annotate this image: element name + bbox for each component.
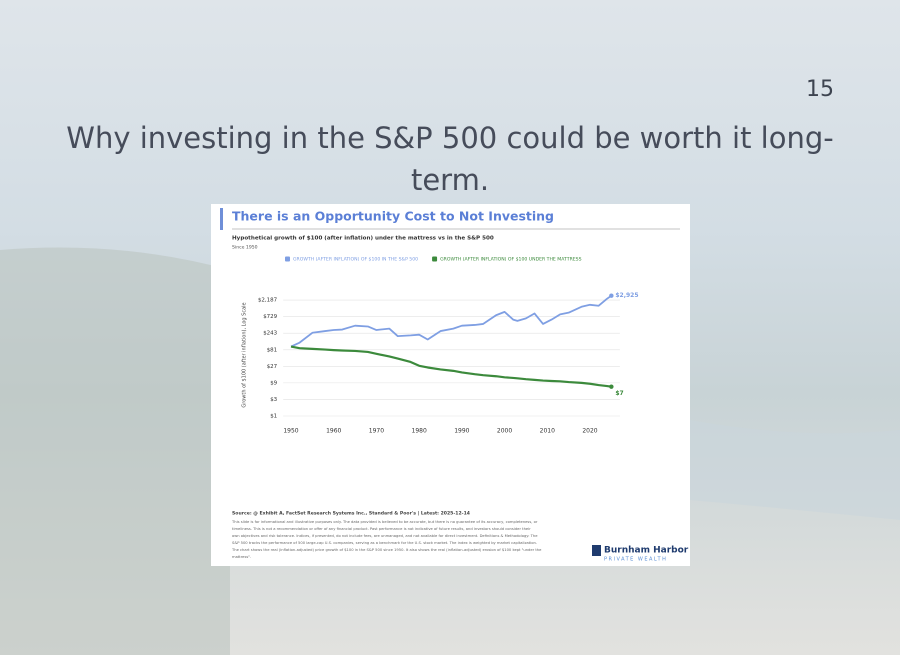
y-tick-label: $729 bbox=[263, 314, 277, 320]
end-point bbox=[609, 384, 614, 389]
slide-title: Why investing in the S&P 500 could be wo… bbox=[66, 121, 833, 155]
title-bar bbox=[220, 208, 223, 230]
value-label: $2,925 bbox=[615, 292, 638, 299]
x-tick-label: 1990 bbox=[454, 428, 469, 435]
legend-swatch bbox=[432, 256, 438, 262]
disclaimer-line: mattress". bbox=[232, 555, 251, 559]
disclaimer-line: own objectives and risk tolerance. Indic… bbox=[232, 534, 538, 538]
disclaimer-line: S&P 500 tracks the performance of 500 la… bbox=[232, 541, 537, 545]
chart-note: Since 1950 bbox=[232, 245, 258, 251]
x-tick-label: 2010 bbox=[540, 428, 555, 435]
chart-card: There is an Opportunity Cost to Not Inve… bbox=[211, 204, 690, 566]
y-axis-label: Growth of $100 (after inflation), Log Sc… bbox=[242, 302, 248, 407]
series-line bbox=[290, 294, 612, 348]
legend-swatch bbox=[285, 256, 290, 262]
x-tick-label: 2000 bbox=[497, 428, 512, 435]
page-number: 15 bbox=[806, 77, 834, 102]
wave bbox=[690, 420, 900, 520]
dune bbox=[0, 247, 230, 655]
legend-label: GROWTH (AFTER INFLATION) OF $100 UNDER T… bbox=[440, 257, 582, 263]
y-tick-label: $27 bbox=[267, 364, 278, 370]
y-tick-label: $243 bbox=[263, 331, 277, 337]
x-tick-label: 1970 bbox=[369, 428, 384, 435]
x-tick-label: 2020 bbox=[582, 428, 597, 435]
y-tick-label: $9 bbox=[270, 380, 277, 386]
end-point bbox=[609, 293, 614, 298]
logo-name: Burnham Harbor bbox=[604, 546, 689, 556]
x-tick-label: 1950 bbox=[283, 428, 298, 435]
y-tick-label: $3 bbox=[270, 397, 277, 403]
chart-title: There is an Opportunity Cost to Not Inve… bbox=[232, 209, 554, 224]
y-tick-label: $1 bbox=[270, 414, 277, 420]
disclaimer: This slide is for informational and illu… bbox=[231, 520, 542, 559]
disclaimer-line: This slide is for informational and illu… bbox=[231, 520, 538, 524]
slide-title: term. bbox=[411, 163, 489, 197]
value-label: $7 bbox=[615, 390, 623, 397]
legend-label: GROWTH (AFTER INFLATION) OF $100 IN THE … bbox=[293, 257, 418, 263]
x-tick-label: 1960 bbox=[326, 428, 341, 435]
y-tick-label: $2,187 bbox=[258, 298, 278, 304]
x-tick-label: 1980 bbox=[412, 428, 427, 435]
source: Source: @ Exhibit A, FactSet Research Sy… bbox=[232, 511, 470, 517]
series-line bbox=[290, 345, 612, 388]
logo-icon bbox=[592, 545, 601, 556]
disclaimer-line: The chart shows the real (inflation-adju… bbox=[231, 548, 542, 552]
y-tick-label: $81 bbox=[267, 347, 278, 353]
logo-tagline: PRIVATE WEALTH bbox=[604, 557, 667, 563]
chart-subtitle: Hypothetical growth of $100 (after infla… bbox=[232, 236, 494, 242]
disclaimer-line: timeliness. This is not a recommendation… bbox=[232, 527, 531, 531]
